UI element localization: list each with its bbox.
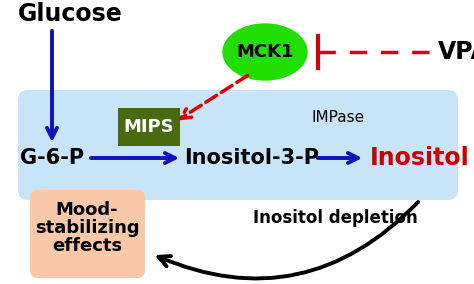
Text: Inositol depletion: Inositol depletion bbox=[253, 209, 418, 227]
Text: VPA: VPA bbox=[438, 40, 474, 64]
Text: Inositol-3-P: Inositol-3-P bbox=[184, 148, 319, 168]
Text: effects: effects bbox=[52, 237, 122, 255]
Text: G-6-P: G-6-P bbox=[20, 148, 84, 168]
Text: Glucose: Glucose bbox=[18, 2, 123, 26]
FancyBboxPatch shape bbox=[118, 108, 180, 146]
Text: MIPS: MIPS bbox=[124, 118, 174, 136]
Text: Mood-: Mood- bbox=[55, 201, 118, 219]
Text: MCK1: MCK1 bbox=[236, 43, 294, 61]
Text: stabilizing: stabilizing bbox=[35, 219, 139, 237]
FancyBboxPatch shape bbox=[30, 190, 145, 278]
Ellipse shape bbox=[223, 24, 307, 80]
Text: IMPase: IMPase bbox=[311, 110, 365, 126]
Text: Inositol: Inositol bbox=[370, 146, 470, 170]
FancyBboxPatch shape bbox=[18, 90, 458, 200]
